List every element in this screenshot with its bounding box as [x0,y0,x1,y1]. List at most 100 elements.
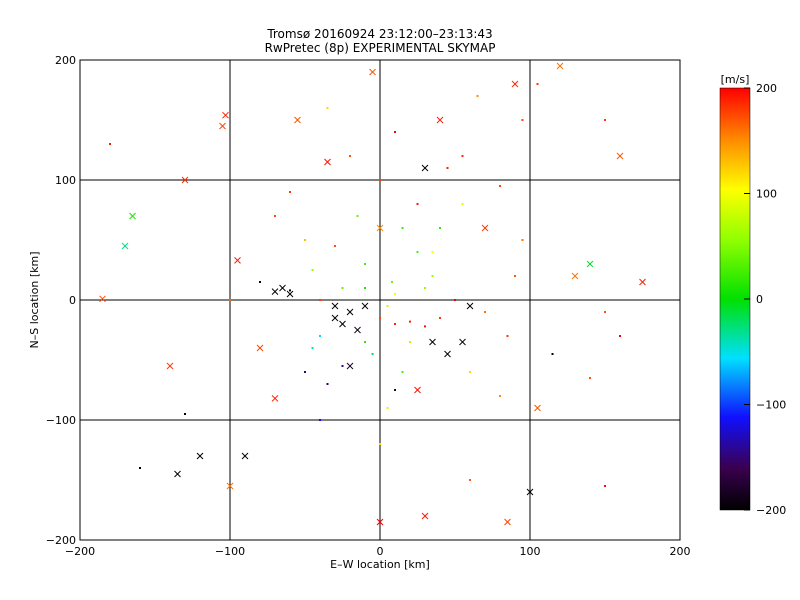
point-61 [476,95,479,97]
point-8 [259,281,261,283]
point-40 [586,260,594,268]
point-78 [461,203,464,205]
point-77 [304,239,306,241]
colorbar-tick-label-3: −100 [756,399,786,412]
point-89 [354,326,361,334]
point-17 [424,325,426,328]
point-19 [401,227,404,229]
point-48 [241,452,249,460]
point-32 [414,386,421,394]
point-59 [326,107,329,109]
point-0 [536,83,539,85]
point-104 [499,395,501,397]
point-37 [521,239,524,241]
point-91 [444,350,451,358]
chart-subtitle: RwPretec (8p) EXPERIMENTAL SKYMAP [265,41,496,55]
point-35 [459,338,466,346]
point-101 [274,215,276,217]
point-25 [394,131,396,133]
x-axis-ticks: −200 −100 0 100 200 [65,60,691,558]
point-38 [571,272,579,280]
point-102 [514,275,516,277]
colorbar-tick-label-4: −200 [756,504,786,517]
point-66 [319,335,321,337]
point-58 [294,116,301,124]
point-39 [604,311,606,313]
point-55 [364,263,366,265]
point-26 [349,155,351,157]
point-90 [429,338,436,346]
point-79 [369,68,376,76]
point-99 [386,305,389,307]
point-13 [361,302,369,310]
colorbar: [m/s] 200 100 0 −100 −200 [719,73,786,517]
y-tick-label-0: −200 [46,534,76,547]
point-4 [99,295,106,303]
point-9 [289,289,291,292]
point-14 [379,317,381,319]
point-82 [376,224,384,232]
point-24 [379,179,381,181]
point-2 [604,485,606,487]
y-tick-label-3: 100 [55,174,76,187]
point-69 [506,335,509,337]
point-72 [409,341,411,343]
point-107 [421,512,429,520]
scatter-points [99,62,646,526]
point-85 [279,284,286,292]
point-10 [311,269,314,271]
point-29 [341,365,344,367]
point-12 [346,308,354,316]
point-111 [504,518,511,526]
point-47 [226,482,234,490]
x-tick-label-1: −100 [215,545,245,558]
y-tick-label-4: 200 [55,54,76,67]
point-80 [376,518,384,526]
point-5 [271,395,279,402]
point-83 [421,164,429,172]
point-109 [319,419,321,421]
point-105 [379,443,381,445]
point-108 [469,479,471,481]
point-87 [331,314,339,322]
point-88 [339,320,346,328]
point-44 [184,413,186,415]
x-tick-label-3: 100 [520,545,541,558]
point-20 [416,203,419,205]
point-81 [511,80,519,88]
x-tick-label-4: 200 [670,545,691,558]
point-57 [424,287,426,289]
x-tick-label-0: −200 [65,545,95,558]
point-33 [386,407,389,409]
point-46 [174,470,181,478]
y-axis-ticks: −200 −100 0 100 200 [46,54,680,547]
point-54 [469,371,471,373]
point-41 [619,335,621,337]
colorbar-tick-label-1: 100 [756,188,777,201]
point-103 [229,299,231,301]
x-tick-label-2: 0 [377,545,384,558]
point-76 [484,311,486,313]
y-tick-label-2: 0 [69,294,76,307]
point-16 [409,320,411,323]
point-94 [324,158,331,166]
point-6 [222,111,229,119]
point-75 [454,299,456,301]
point-97 [431,275,434,277]
point-73 [364,341,366,343]
point-11 [331,302,339,310]
point-112 [109,143,111,145]
point-68 [551,353,554,355]
point-42 [639,278,646,286]
point-52 [256,344,264,352]
point-93 [466,302,474,310]
point-31 [401,371,404,373]
colorbar-tick-label-2: 0 [756,293,763,306]
point-43 [166,362,174,370]
point-34 [311,347,314,349]
point-53 [304,371,306,373]
point-63 [219,122,226,130]
point-65 [234,257,241,264]
point-114 [616,152,624,160]
point-28 [371,353,374,355]
